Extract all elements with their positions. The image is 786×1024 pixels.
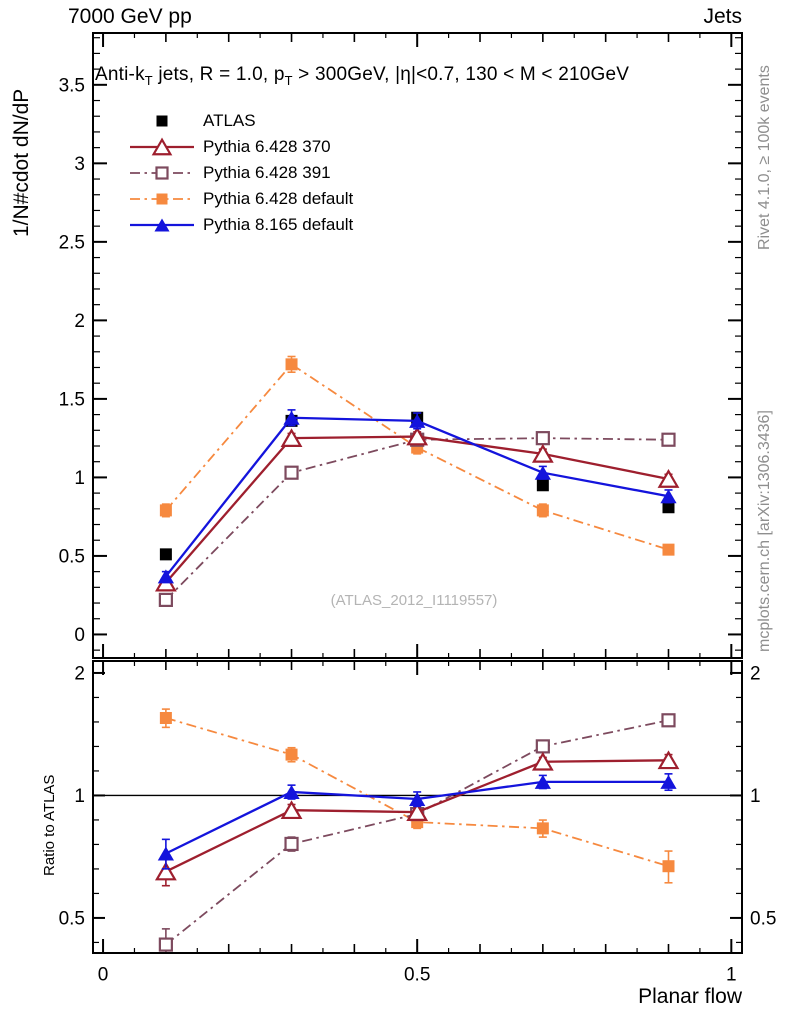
main-y-tick-label: 2.5	[59, 233, 85, 254]
series-line	[165, 437, 669, 601]
data-point-pythia-8-165-default	[283, 784, 300, 799]
legend-swatch	[156, 115, 168, 127]
series-line	[165, 719, 669, 946]
ratio-y-tick-label-right: 0.5	[750, 909, 776, 930]
ratio-y-tick-label-left: 0.5	[59, 909, 85, 930]
legend: ATLAS Pythia 6.428 370 Pythia 6.428 391 Pyt…	[130, 108, 353, 238]
legend-label: Pythia 6.428 370	[203, 137, 331, 156]
data-point-pythia-6-428-370	[280, 800, 303, 820]
data-point-pythia-6-428-391	[158, 592, 173, 607]
jets-title: Jets	[703, 5, 742, 28]
data-point-pythia-6-428-default	[159, 711, 172, 724]
data-point-pythia-6-428-391	[535, 739, 550, 754]
axis-ticks	[93, 33, 742, 953]
main-y-tick-label: 3	[74, 154, 85, 175]
data-point-pythia-6-428-370	[406, 802, 429, 821]
analysis-id-watermark: (ATLAS_2012_I1119557)	[330, 592, 498, 609]
beam-energy-title: 7000 GeV pp	[68, 5, 192, 28]
data-point-pythia-8-165-default	[157, 569, 174, 584]
data-point-pythia-8-165-default	[283, 410, 300, 425]
legend-item-pythia-8-165-default: Pythia 8.165 default	[130, 212, 353, 238]
data-point-pythia-6-428-370	[280, 428, 303, 448]
main-y-tick-label: 2	[74, 311, 85, 332]
y-axis-title-ratio: Ratio to ATLAS	[41, 774, 58, 876]
legend-label: Pythia 8.165 default	[203, 215, 354, 234]
mcplots-note: mcplots.cern.ch [arXiv:1306.3436]	[756, 410, 773, 652]
legend-item-pythia-6-428-391: Pythia 6.428 391	[130, 160, 353, 186]
data-point-pythia-6-428-370	[531, 751, 554, 771]
data-point-pythia-6-428-default	[536, 504, 549, 517]
data-point-pythia-6-428-default	[662, 860, 675, 873]
data-point-pythia-6-428-391	[535, 431, 550, 446]
data-point-pythia-8-165-default	[660, 489, 677, 504]
main-y-tick-label: 3.5	[59, 75, 85, 96]
data-point-atlas	[159, 548, 172, 561]
legend-item-pythia-6-428-default: Pythia 6.428 default	[130, 186, 353, 212]
x-tick-label: 0.5	[404, 965, 430, 986]
ratio-y-tick-label-right: 2	[750, 664, 761, 685]
ratio-y-tick-label-left: 2	[74, 664, 85, 685]
legend-label: Pythia 6.428 391	[203, 163, 331, 182]
data-point-pythia-8-165-default	[157, 846, 174, 861]
data-point-pythia-6-428-370	[406, 426, 429, 446]
data-point-pythia-6-428-default	[285, 748, 298, 761]
data-point-pythia-6-428-370	[531, 443, 554, 463]
x-axis-title: Planar flow	[638, 985, 742, 1008]
data-point-pythia-6-428-391	[158, 937, 173, 952]
data-point-pythia-8-165-default	[409, 792, 426, 807]
data-point-pythia-8-165-default	[660, 774, 677, 789]
legend-item-atlas: ATLAS	[130, 108, 353, 134]
data-point-pythia-8-165-default	[409, 413, 426, 428]
legend-label: Pythia 6.428 default	[203, 189, 354, 208]
x-tick-label: 1	[726, 965, 737, 986]
data-point-pythia-6-428-391	[661, 713, 676, 728]
y-axis-title-main: 1/N#cdot dN/dP	[10, 88, 33, 237]
data-point-pythia-6-428-default	[536, 822, 549, 835]
data-point-pythia-6-428-default	[159, 504, 172, 517]
series-pythia-6-428-default-main	[159, 355, 675, 556]
data-point-atlas	[536, 479, 549, 492]
series-pythia-6-428-370-ratio	[154, 750, 680, 887]
series-pythia-6-428-391-main	[158, 431, 676, 607]
series-line	[165, 363, 669, 551]
data-point-pythia-6-428-370	[154, 861, 177, 881]
data-point-pythia-6-428-370	[657, 750, 680, 770]
series-pythia-6-428-default-ratio	[159, 708, 675, 884]
legend-swatch	[130, 218, 194, 232]
data-point-pythia-6-428-391	[661, 432, 676, 447]
data-point-atlas	[662, 501, 675, 514]
data-point-pythia-8-165-default	[534, 465, 551, 480]
legend-swatch	[130, 166, 194, 180]
data-point-pythia-6-428-391	[284, 465, 299, 480]
x-tick-label: 0	[98, 965, 109, 986]
axis-tick-labels: 0 0.5 1 1.5 2 2.5 3 3.5 0.5 0.5 1 1 2 2 0 0.5 1	[59, 75, 777, 985]
series-pythia-8-165-default-ratio	[157, 773, 677, 870]
series-line	[165, 435, 669, 584]
data-point-pythia-6-428-default	[662, 543, 675, 556]
ratio-y-tick-label-right: 1	[750, 786, 761, 807]
data-point-pythia-8-165-default	[534, 774, 551, 789]
series-pythia-8-165-default-main	[157, 409, 677, 584]
ratio-series-layer	[154, 708, 680, 952]
data-point-pythia-6-428-default	[285, 358, 298, 371]
legend-label: ATLAS	[203, 111, 256, 130]
legend-item-pythia-6-428-370: Pythia 6.428 370	[130, 134, 353, 160]
cut-annotation: Anti-kT jets, R = 1.0, pT > 300GeV, |η|<…	[95, 64, 630, 88]
ratio-y-tick-label-left: 1	[74, 786, 85, 807]
main-y-tick-label: 0	[74, 625, 85, 646]
legend-swatch	[130, 193, 194, 205]
main-y-tick-label: 0.5	[59, 547, 85, 568]
main-y-tick-label: 1.5	[59, 390, 85, 411]
data-point-pythia-6-428-370	[657, 469, 680, 488]
series-pythia-6-428-370-main	[154, 426, 680, 592]
legend-swatch	[130, 137, 194, 156]
data-point-pythia-6-428-391	[284, 836, 299, 852]
main-series-layer	[154, 355, 680, 607]
rivet-version-note: Rivet 4.1.0, ≥ 100k events	[756, 65, 773, 250]
main-y-tick-label: 1	[74, 468, 85, 489]
